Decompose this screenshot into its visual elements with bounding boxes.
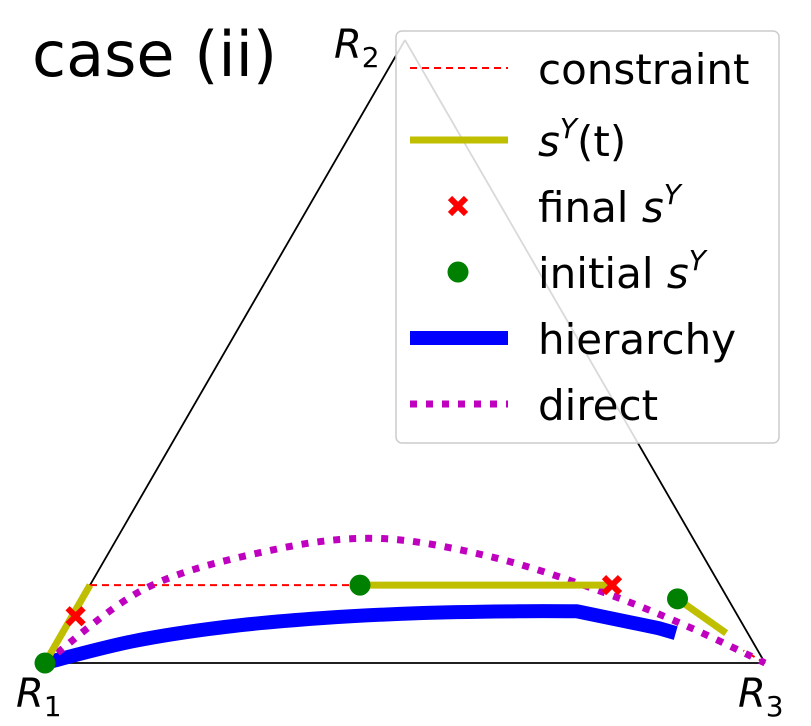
marker-layer [34,574,689,674]
legend-handle-initial-sy [447,261,469,283]
legend: constraint sY(t) final sY initial sY hie… [395,30,780,444]
final-sy-marker-0 [65,606,86,627]
legend-handle-final-sy [447,195,469,217]
final-sy-marker-1-stroke-b [601,575,623,596]
chart-title: case (ii) [32,18,277,91]
legend-label-direct: direct [538,381,658,430]
legend-handle-final-sy-stroke-b [447,195,469,217]
vertex-label-r1: R1 [16,671,62,723]
direct-curve [42,534,767,667]
final-sy-marker-0-stroke-b [65,606,86,627]
vertex-label-r3: R3 [738,671,784,723]
hierarchy-curve [43,604,678,670]
legend-label-sy-t: sY(t) [538,112,626,166]
legend-label-initial-sy: initial sY [538,244,708,298]
series-layer [41,534,767,670]
initial-sy-marker-0 [34,652,56,674]
vertex-label-r2: R2 [334,22,380,74]
legend-label-hierarchy: hierarchy [538,315,736,364]
legend-label-constraint: constraint [538,45,750,94]
triangle-edge-r1-r2 [44,39,406,664]
final-sy-marker-1 [601,575,623,596]
legend-label-final-sy: final sY [538,178,683,232]
initial-sy-marker-1 [349,574,371,596]
legend-handles [410,67,508,408]
initial-sy-marker-2 [667,588,689,610]
